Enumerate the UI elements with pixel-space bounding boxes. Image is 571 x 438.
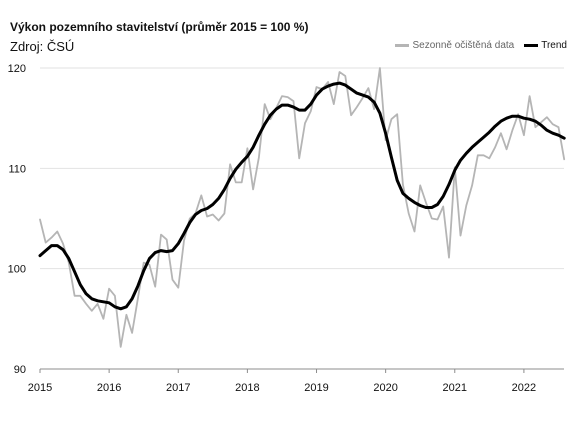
y-tick-label: 110 [8,163,26,175]
x-tick-label: 2018 [235,382,259,394]
y-tick-label: 120 [8,63,26,75]
chart-source: Zdroj: ČSÚ [10,39,75,54]
chart-legend: Sezonně očištěná data Trend [385,40,567,51]
x-tick-label: 2021 [443,382,467,394]
x-tick-label: 2017 [166,382,190,394]
legend-item-raw: Sezonně očištěná data [395,40,514,51]
legend-swatch-trend [524,44,539,47]
legend-label-trend: Trend [541,40,567,51]
x-tick-label: 2016 [97,382,121,394]
x-tick-label: 2019 [304,382,328,394]
legend-label-raw: Sezonně očištěná data [412,40,515,51]
series-line-trend [38,81,566,311]
series-line-raw [39,67,566,348]
legend-swatch-raw [395,44,410,47]
x-tick-label: 2015 [28,382,52,394]
chart-title: Výkon pozemního stavitelství (průměr 201… [10,20,309,34]
legend-item-trend: Trend [524,40,567,51]
x-tick-label: 2022 [512,382,536,394]
y-tick-label: 90 [14,364,26,376]
y-tick-label: 100 [8,264,26,276]
x-tick-label: 2020 [373,382,397,394]
